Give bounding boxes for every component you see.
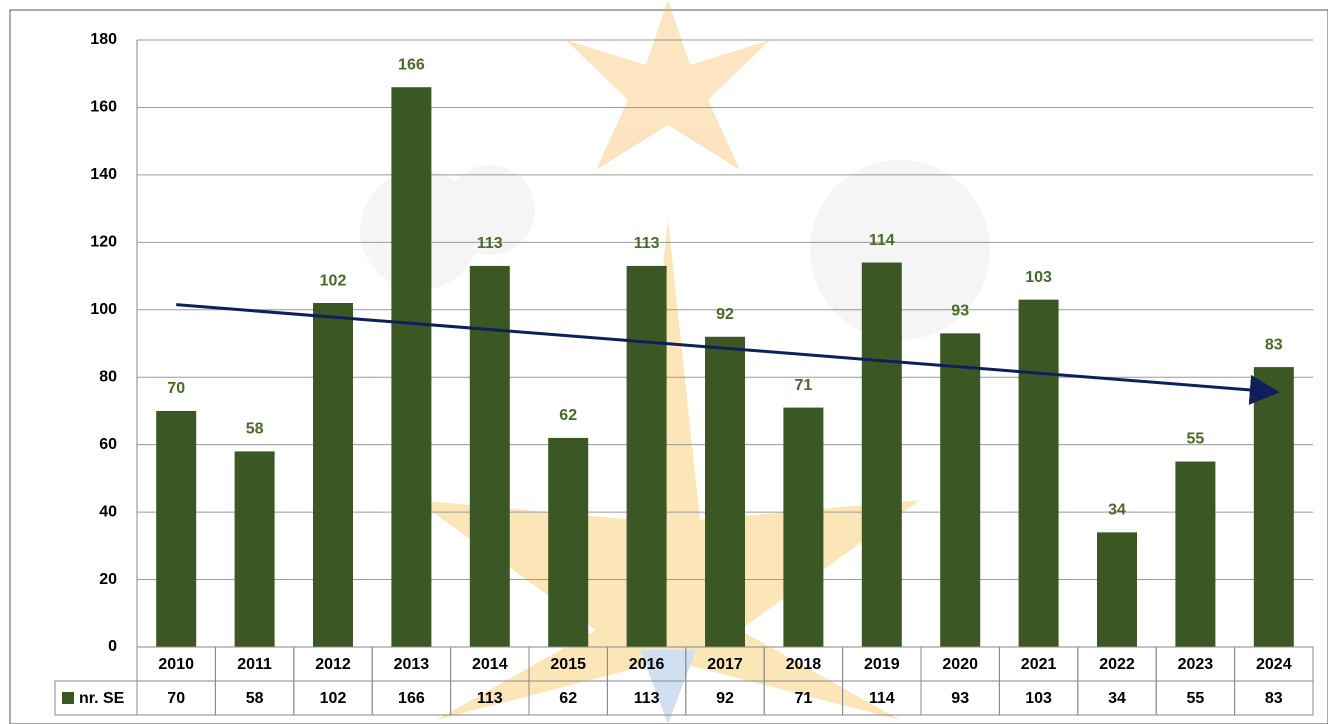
bar xyxy=(470,266,510,647)
data-label: 114 xyxy=(869,232,895,249)
bar xyxy=(783,408,823,647)
y-tick-label: 20 xyxy=(99,571,117,588)
y-tick-label: 140 xyxy=(90,166,117,183)
data-label: 62 xyxy=(559,407,577,424)
y-tick-label: 160 xyxy=(90,99,117,116)
data-label: 34 xyxy=(1108,502,1126,519)
data-label: 83 xyxy=(1265,336,1283,353)
data-label: 166 xyxy=(398,56,425,73)
bar xyxy=(940,333,980,647)
bar xyxy=(313,303,353,647)
bar xyxy=(235,451,275,647)
table-value: 103 xyxy=(1025,690,1052,707)
table-value: 102 xyxy=(320,690,347,707)
y-tick-label: 100 xyxy=(90,301,117,318)
bar xyxy=(1175,462,1215,647)
data-label: 103 xyxy=(1025,269,1052,286)
bar xyxy=(627,266,667,647)
x-tick-label: 2021 xyxy=(1021,656,1057,673)
y-tick-label: 120 xyxy=(90,234,117,251)
data-label: 102 xyxy=(320,272,347,289)
data-label: 71 xyxy=(795,377,813,394)
x-tick-label: 2023 xyxy=(1178,656,1214,673)
x-tick-label: 2015 xyxy=(550,656,586,673)
x-tick-label: 2012 xyxy=(315,656,351,673)
chart: 0 20 40 60 80 100 120 140 160 180 nr. SE 70 2010 70 58… xyxy=(0,0,1328,724)
bar xyxy=(1019,300,1059,647)
bar xyxy=(391,87,431,647)
x-tick-label: 2020 xyxy=(942,656,978,673)
legend-label: nr. SE xyxy=(79,690,125,707)
x-tick-label: 2011 xyxy=(237,656,272,673)
table-value: 71 xyxy=(795,690,813,707)
data-label: 55 xyxy=(1187,431,1205,448)
data-label: 58 xyxy=(246,421,264,438)
data-label: 70 xyxy=(167,380,185,397)
x-tick-label: 2017 xyxy=(707,656,743,673)
data-label: 113 xyxy=(634,235,660,252)
table-value: 114 xyxy=(869,690,895,707)
x-tick-label: 2024 xyxy=(1256,656,1292,673)
table-value: 83 xyxy=(1265,690,1283,707)
table-value: 58 xyxy=(246,690,264,707)
y-tick-label: 40 xyxy=(99,503,117,520)
x-tick-label: 2014 xyxy=(472,656,508,673)
table-value: 113 xyxy=(477,690,503,707)
bar xyxy=(705,337,745,647)
y-tick-label: 180 xyxy=(90,31,117,48)
table-value: 113 xyxy=(634,690,660,707)
y-tick-label: 80 xyxy=(99,368,117,385)
bar xyxy=(156,411,196,647)
table-value: 166 xyxy=(398,690,425,707)
x-tick-label: 2019 xyxy=(864,656,900,673)
table-value: 70 xyxy=(167,690,185,707)
table-value: 62 xyxy=(559,690,577,707)
bar xyxy=(1097,532,1137,647)
x-tick-label: 2018 xyxy=(786,656,822,673)
bar xyxy=(1254,367,1294,647)
x-tick-label: 2010 xyxy=(158,656,194,673)
table-value: 55 xyxy=(1187,690,1205,707)
y-tick-label: 0 xyxy=(108,638,117,655)
x-tick-label: 2013 xyxy=(394,656,430,673)
table-value: 34 xyxy=(1108,690,1126,707)
y-tick-label: 60 xyxy=(99,436,117,453)
table-value: 92 xyxy=(716,690,734,707)
legend-swatch xyxy=(62,692,74,704)
table-value: 93 xyxy=(951,690,969,707)
data-label: 93 xyxy=(951,303,969,320)
x-tick-label: 2016 xyxy=(629,656,665,673)
x-tick-label: 2022 xyxy=(1099,656,1135,673)
bar xyxy=(548,438,588,647)
bar xyxy=(862,263,902,647)
data-label: 113 xyxy=(477,235,503,252)
data-label: 92 xyxy=(716,306,734,323)
